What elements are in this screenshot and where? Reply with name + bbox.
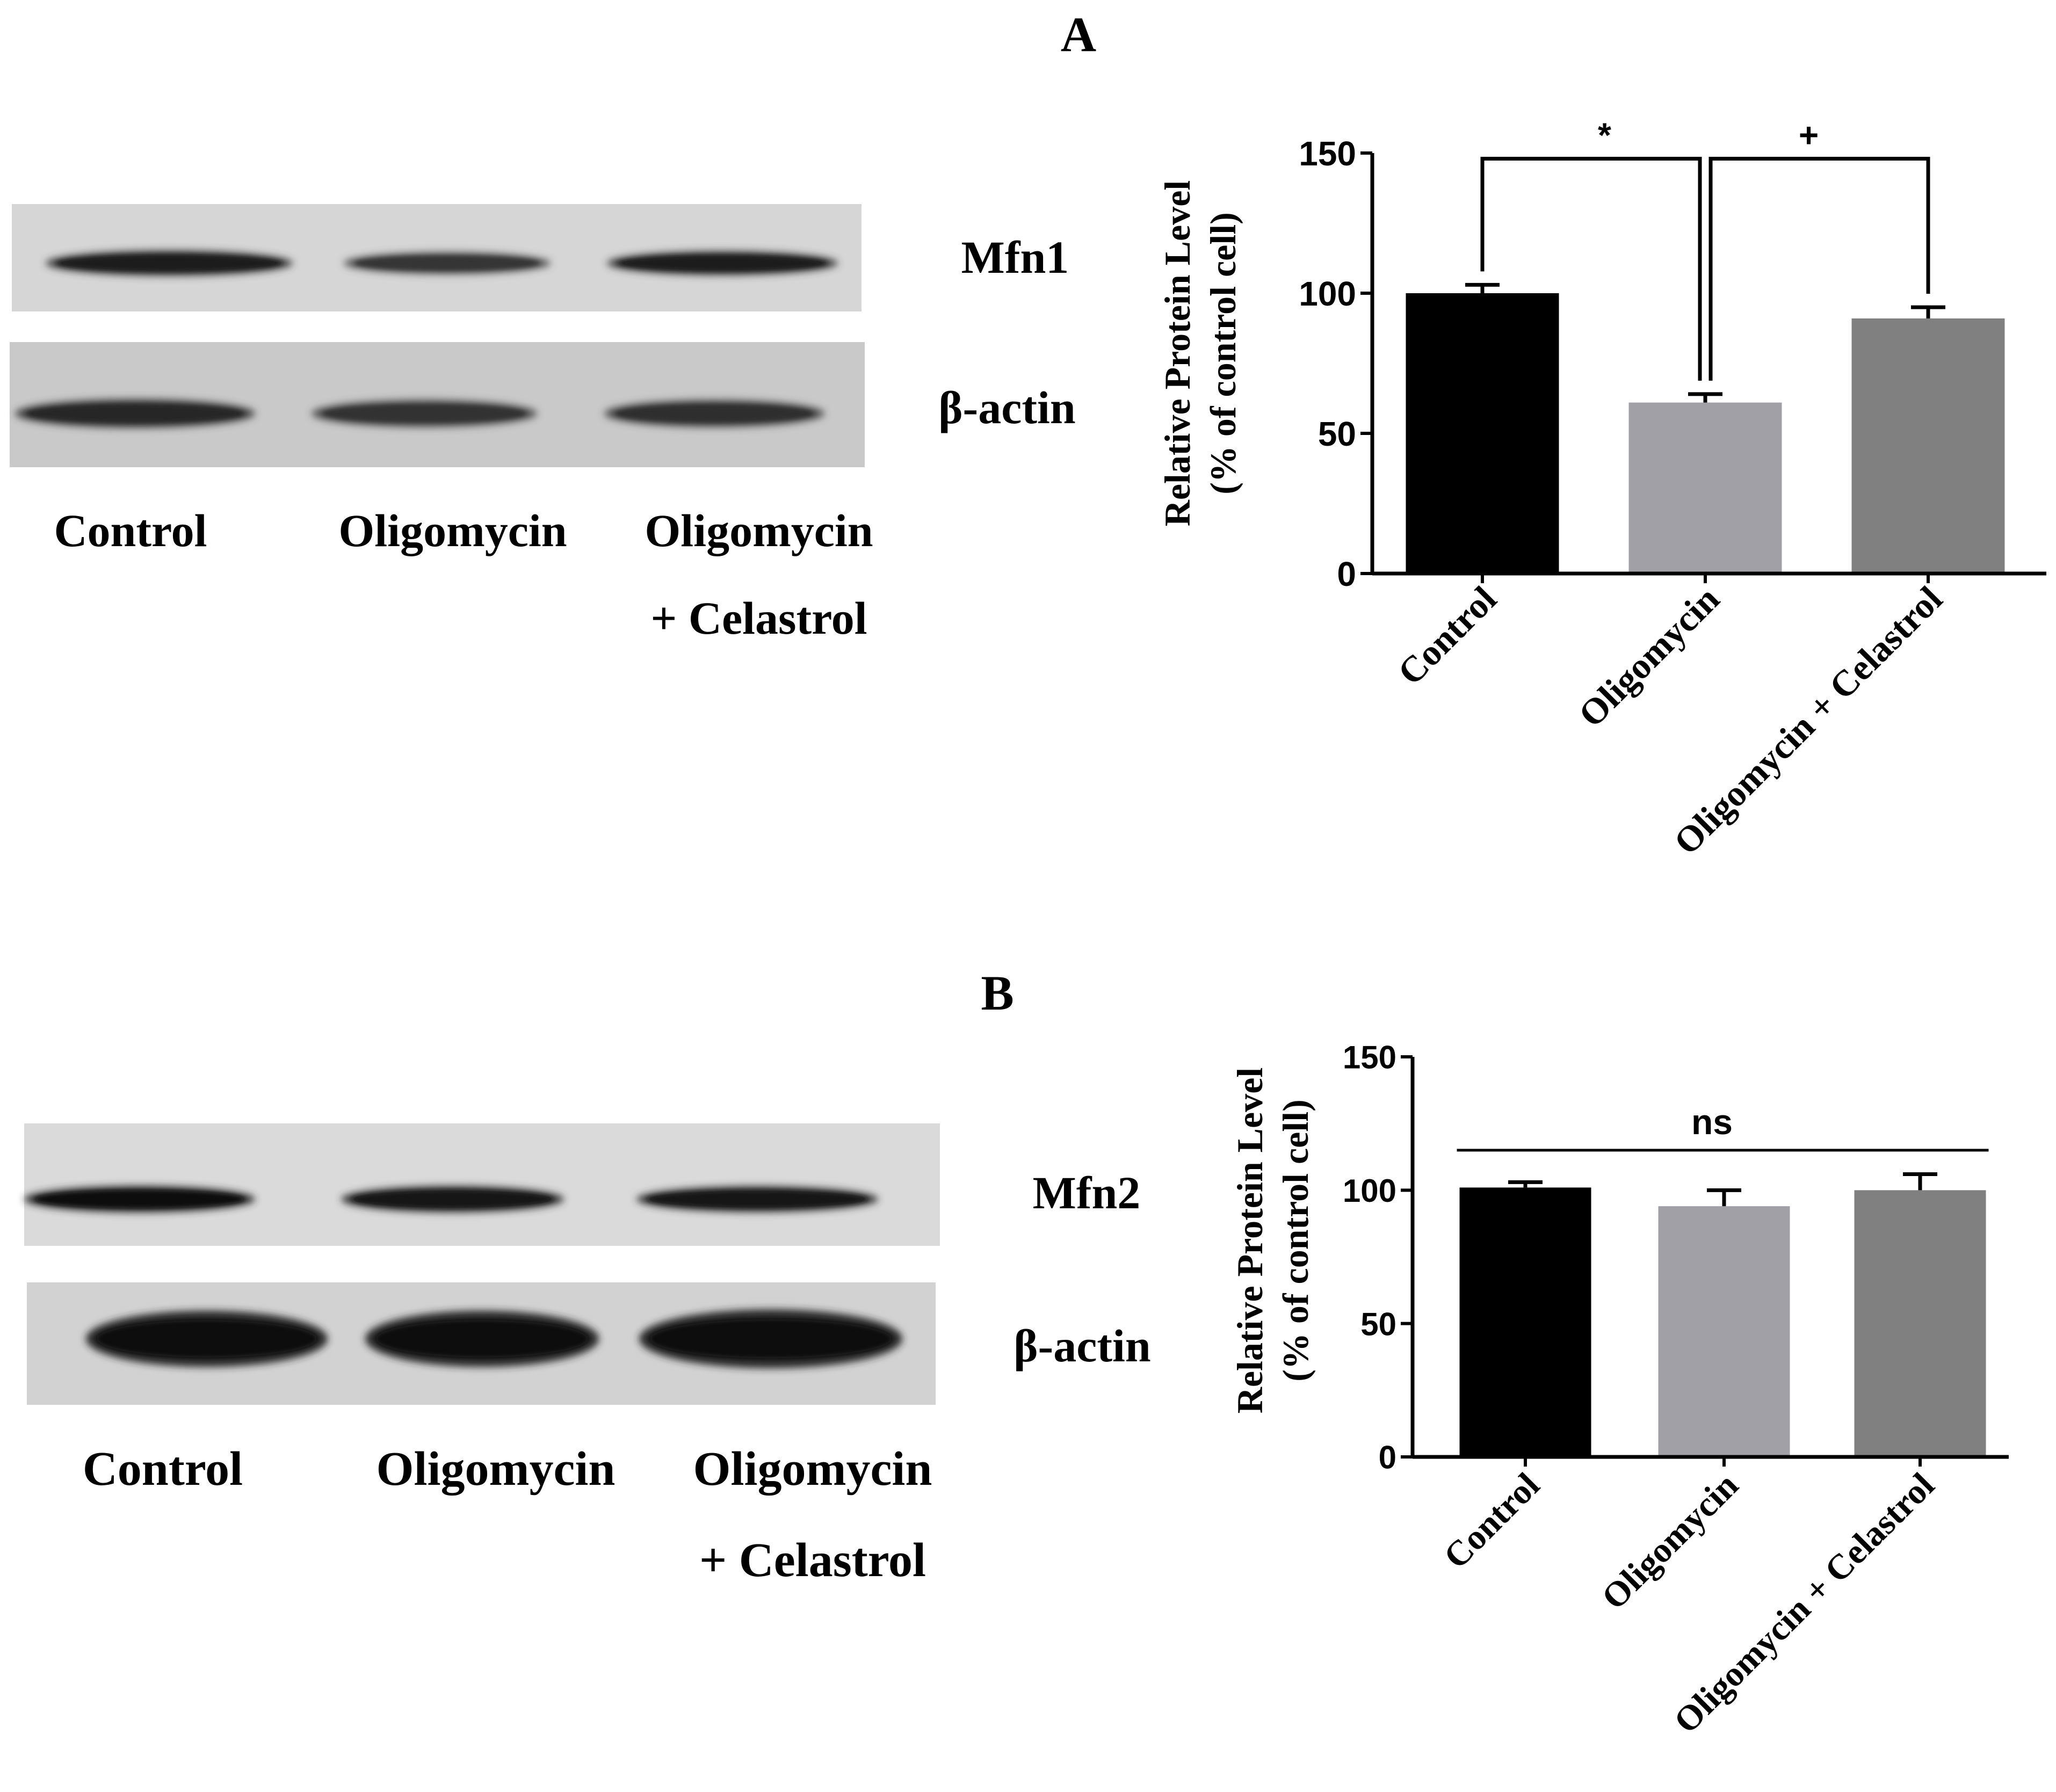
bar-chart-b: Relative Protein Level (% of control cel… <box>1229 1040 2009 1741</box>
chart-a-y-tick-label: 50 <box>1318 415 1356 453</box>
chart-a-bar-3 <box>1851 318 2005 574</box>
blot-a-lane-1-label: Control <box>54 505 207 556</box>
chart-a-y-axis-label: Relative Protein Level (% of control cel… <box>1157 180 1243 527</box>
chart-a-significance-label-2: + <box>1799 115 1819 154</box>
chart-a-y-tick-label: 0 <box>1337 555 1356 593</box>
chart-b-category-label-2: Oligomycin <box>1594 1465 1746 1617</box>
chart-b-y-tick-label: 150 <box>1343 1040 1396 1076</box>
blot-a-lane-3-label-line2: + Celastrol <box>650 592 867 644</box>
chart-a-significance-bracket-1 <box>1480 156 1702 381</box>
chart-b-y-tick-label: 0 <box>1379 1440 1396 1476</box>
chart-b-bar-3 <box>1854 1190 1986 1457</box>
chart-b-ylabel-line2: (% of control cell) <box>1275 1099 1316 1382</box>
blot-b-lane-3-label-line2: + Celastrol <box>699 1534 926 1587</box>
blot-b-row-1-membrane <box>24 1123 940 1246</box>
chart-a-category-label-2: Oligomycin <box>1570 578 1727 735</box>
blot-b-row-2-band-core-lane-1 <box>97 1320 317 1358</box>
bar-chart-a: Relative Protein Level (% of control cel… <box>1157 115 2046 862</box>
blot-b-lane-3-label: Oligomycin <box>693 1442 932 1496</box>
blot-b-row-2-band-core-lane-3 <box>650 1319 892 1359</box>
chart-a-significance-bracket-2 <box>1708 156 1930 381</box>
blot-a-row-2-band-core-lane-3 <box>615 404 814 423</box>
chart-a-ylabel-line1: Relative Protein Level <box>1157 180 1198 527</box>
blot-a-row-1-band-core-lane-3 <box>618 255 827 271</box>
chart-a-bar-2 <box>1628 402 1782 574</box>
panel-label-b: B <box>981 966 1013 1020</box>
chart-b-y-axis-label: Relative Protein Level (% of control cel… <box>1229 1068 1316 1414</box>
blot-b-row-1-band-core-lane-3 <box>647 1190 867 1208</box>
blot-b-row-1-bands <box>24 1186 878 1213</box>
panel-label-a: A <box>1061 7 1096 62</box>
chart-b-bar-1 <box>1459 1187 1591 1457</box>
chart-a-significance-label-1: * <box>1598 115 1611 154</box>
western-blot-b: Mfn2 β-actin Control Oligomycin Oligomyc… <box>24 1123 1151 1587</box>
blot-a-row-2-bands <box>15 399 824 428</box>
chart-a-bar-1 <box>1406 293 1559 574</box>
blot-a-lane-2-label: Oligomycin <box>338 505 567 556</box>
blot-b-row-1-band-core-lane-2 <box>352 1190 553 1208</box>
blot-b-row-2-bands <box>86 1309 902 1368</box>
chart-b-y-tick-label: 50 <box>1360 1306 1396 1342</box>
chart-b-significance-label: ns <box>1691 1102 1733 1142</box>
western-blot-a: Mfn1 β-actin Control Oligomycin Oligomyc… <box>10 204 1076 644</box>
blot-a-row-2-band-core-lane-2 <box>322 404 526 423</box>
blot-a-lane-3-label: Oligomycin <box>645 505 873 556</box>
blot-a-row-2-label: β-actin <box>938 382 1075 433</box>
blot-a-row-2-band-core-lane-1 <box>26 404 244 423</box>
chart-a-ylabel-line2: (% of control cell) <box>1203 212 1243 495</box>
blot-a-row-1-bands <box>46 250 838 276</box>
chart-a-y-tick-label: 150 <box>1299 134 1356 173</box>
blot-a-row-1-label: Mfn1 <box>961 231 1069 283</box>
blot-b-row-2-label: β-actin <box>1013 1320 1150 1372</box>
blot-b-row-1-band-core-lane-1 <box>35 1190 244 1208</box>
chart-b-y-tick-label: 100 <box>1343 1173 1396 1209</box>
blot-b-lane-2-label: Oligomycin <box>377 1442 616 1496</box>
blot-a-row-1-band-core-lane-1 <box>56 255 282 272</box>
blot-b-row-2-band-core-lane-2 <box>376 1320 588 1358</box>
chart-b-ylabel-line1: Relative Protein Level <box>1229 1068 1270 1414</box>
chart-a-category-label-1: Control <box>1389 578 1504 693</box>
chart-a-y-tick-label: 100 <box>1299 274 1356 313</box>
chart-b-category-label-1: Control <box>1436 1465 1547 1576</box>
blot-b-row-1-label: Mfn2 <box>1033 1167 1141 1218</box>
blot-a-row-1-band-core-lane-2 <box>354 256 540 271</box>
blot-b-lane-1-label: Control <box>83 1442 243 1496</box>
chart-b-bar-2 <box>1658 1206 1790 1457</box>
